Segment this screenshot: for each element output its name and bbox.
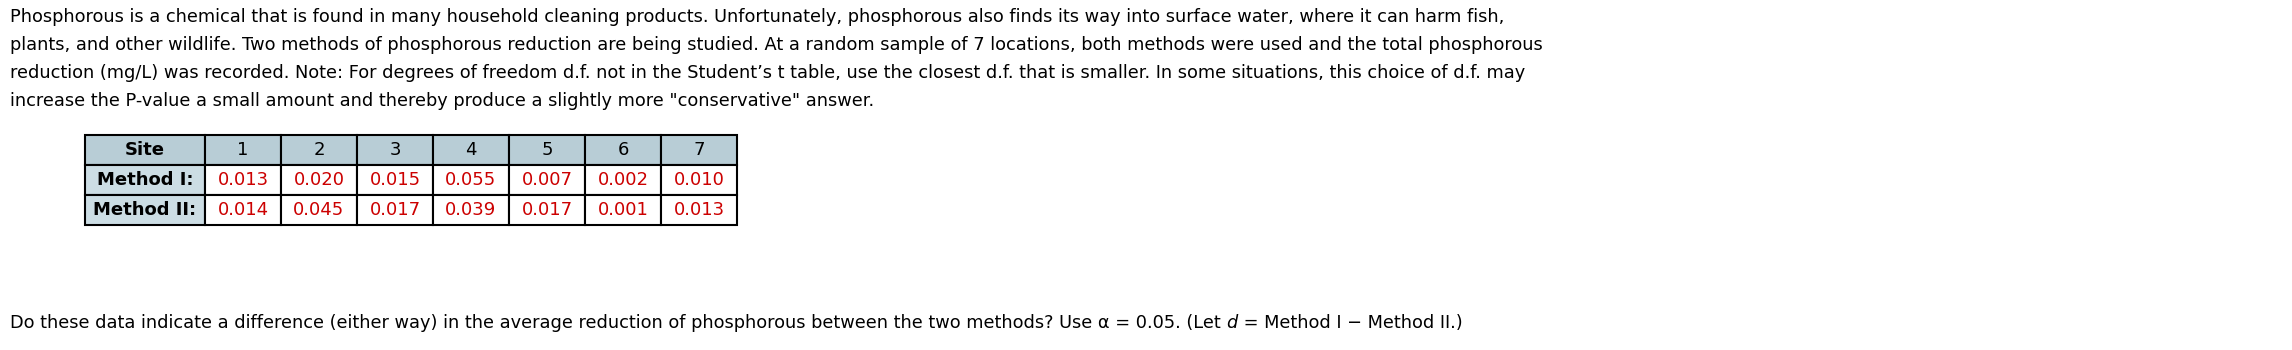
- Bar: [433, 135, 509, 165]
- Bar: [509, 165, 584, 195]
- Bar: [509, 195, 584, 225]
- Text: d: d: [1226, 314, 1238, 332]
- Text: 0.013: 0.013: [674, 201, 724, 219]
- Text: Method II:: Method II:: [94, 201, 197, 219]
- Text: 3: 3: [390, 141, 401, 159]
- Text: 0.039: 0.039: [445, 201, 497, 219]
- Text: 0.055: 0.055: [445, 171, 497, 189]
- Bar: [282, 195, 358, 225]
- Text: 4: 4: [465, 141, 477, 159]
- Text: 0.013: 0.013: [218, 171, 268, 189]
- Text: 0.002: 0.002: [598, 171, 649, 189]
- Text: 6: 6: [617, 141, 628, 159]
- Text: increase the P-value a small amount and thereby produce a slightly more "conserv: increase the P-value a small amount and …: [9, 92, 873, 110]
- Text: reduction (mg/L) was recorded. Note: For degrees of freedom d.f. not in the Stud: reduction (mg/L) was recorded. Note: For…: [9, 64, 1524, 82]
- Text: 0.045: 0.045: [293, 201, 344, 219]
- Bar: [85, 195, 204, 225]
- Bar: [433, 195, 509, 225]
- Text: 0.007: 0.007: [523, 171, 573, 189]
- Bar: [433, 165, 509, 195]
- Text: Phosphorous is a chemical that is found in many household cleaning products. Unf: Phosphorous is a chemical that is found …: [9, 8, 1504, 26]
- Text: 7: 7: [692, 141, 704, 159]
- Text: Do these data indicate a difference (either way) in the average reduction of pho: Do these data indicate a difference (eit…: [9, 314, 1226, 332]
- Text: 0.017: 0.017: [369, 201, 419, 219]
- Bar: [358, 195, 433, 225]
- Bar: [204, 195, 282, 225]
- Text: 0.015: 0.015: [369, 171, 419, 189]
- Bar: [509, 135, 584, 165]
- Text: plants, and other wildlife. Two methods of phosphorous reduction are being studi: plants, and other wildlife. Two methods …: [9, 36, 1543, 54]
- Text: Method I:: Method I:: [96, 171, 193, 189]
- Bar: [358, 135, 433, 165]
- Bar: [358, 165, 433, 195]
- Bar: [282, 135, 358, 165]
- Bar: [584, 165, 660, 195]
- Bar: [282, 165, 358, 195]
- Bar: [660, 165, 738, 195]
- Text: 0.020: 0.020: [293, 171, 344, 189]
- Text: = Method I − Method II.): = Method I − Method II.): [1238, 314, 1462, 332]
- Bar: [660, 195, 738, 225]
- Bar: [660, 135, 738, 165]
- Bar: [204, 135, 282, 165]
- Text: 0.017: 0.017: [523, 201, 573, 219]
- Text: 0.010: 0.010: [674, 171, 724, 189]
- Text: 2: 2: [314, 141, 325, 159]
- Text: Site: Site: [126, 141, 165, 159]
- Bar: [584, 135, 660, 165]
- Bar: [85, 165, 204, 195]
- Text: 5: 5: [541, 141, 552, 159]
- Bar: [204, 165, 282, 195]
- Bar: [584, 195, 660, 225]
- Text: 1: 1: [238, 141, 250, 159]
- Bar: [85, 135, 204, 165]
- Text: 0.014: 0.014: [218, 201, 268, 219]
- Text: 0.001: 0.001: [598, 201, 649, 219]
